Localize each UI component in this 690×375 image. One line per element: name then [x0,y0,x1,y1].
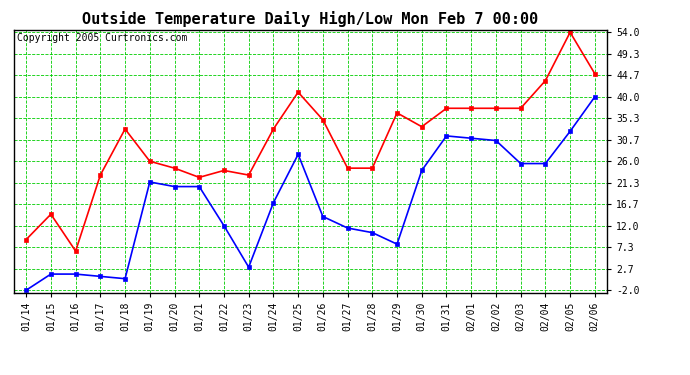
Title: Outside Temperature Daily High/Low Mon Feb 7 00:00: Outside Temperature Daily High/Low Mon F… [82,12,539,27]
Text: Copyright 2005 Curtronics.com: Copyright 2005 Curtronics.com [17,33,187,43]
